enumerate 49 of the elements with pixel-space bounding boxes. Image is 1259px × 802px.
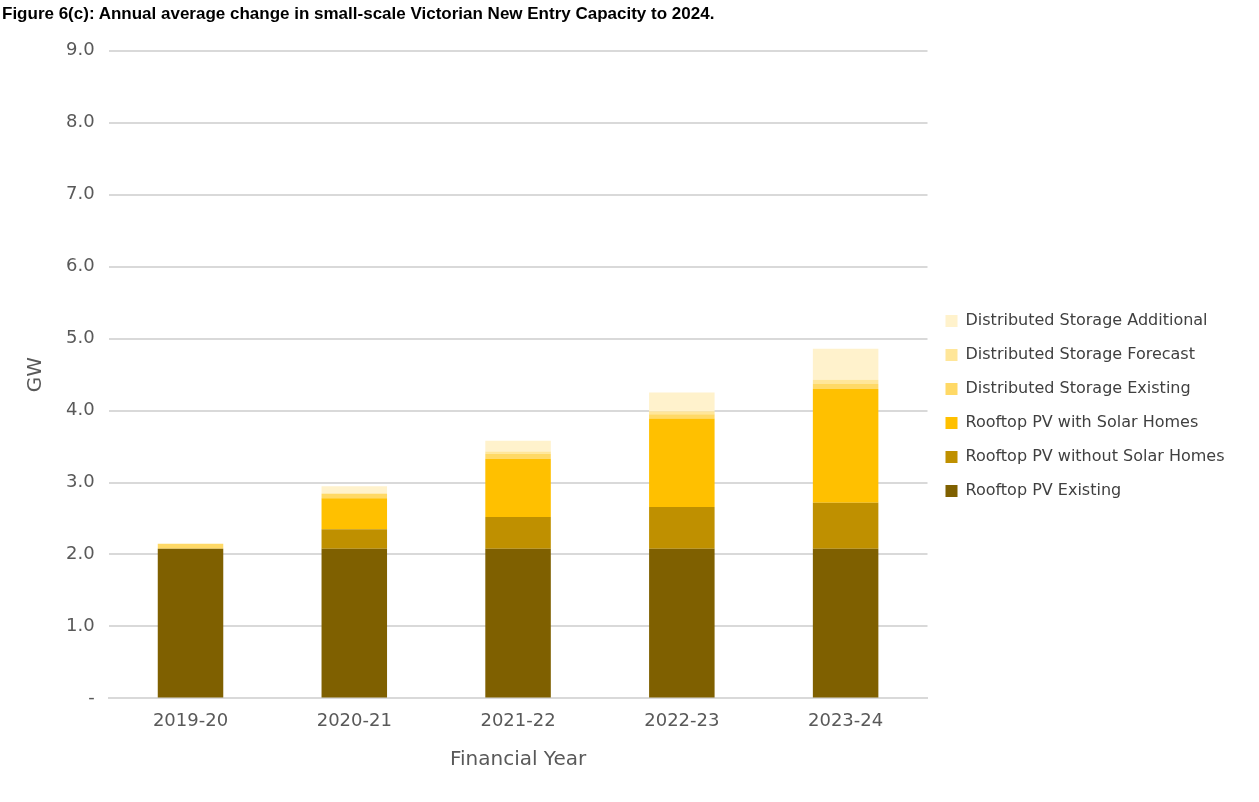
- bar: [812, 548, 879, 698]
- x-axis-title: Financial Year: [449, 746, 587, 771]
- y-tick-label: 4.0: [65, 398, 95, 420]
- bar: [649, 418, 715, 507]
- chart-title: Figure 6(c): Annual average change in small-scale Victorian New Entry Capacity to 2024.: [1, 3, 716, 25]
- bar: [485, 453, 551, 459]
- bar: [812, 383, 879, 389]
- y-tick-label: -: [88, 686, 95, 708]
- y-tick-label: 8.0: [65, 110, 95, 132]
- y-tick-label: 6.0: [65, 254, 95, 276]
- bar: [812, 388, 879, 503]
- bar: [321, 548, 388, 698]
- y-tick-label: 1.0: [65, 614, 95, 636]
- y-tick-label: 3.0: [65, 470, 95, 492]
- y-tick-label: 9.0: [65, 38, 95, 60]
- bar: [321, 529, 388, 549]
- bar: [649, 507, 715, 549]
- bar: [812, 502, 879, 549]
- x-tick-label: 2023-24: [808, 708, 884, 730]
- legend-label: Distributed Storage Forecast: [965, 344, 1195, 364]
- bar: [812, 348, 879, 380]
- bar: [485, 451, 551, 454]
- y-tick-label: 7.0: [65, 182, 95, 204]
- x-tick-label: 2020-21: [316, 708, 392, 730]
- legend-label: Rooftop PV Existing: [965, 480, 1122, 500]
- bar: [321, 498, 388, 530]
- bar: [485, 440, 551, 452]
- bar: [485, 517, 551, 549]
- x-tick-label: 2022-23: [644, 708, 720, 730]
- x-tick-label: 2019-20: [152, 708, 229, 730]
- legend-label: Rooftop PV with Solar Homes: [965, 412, 1199, 432]
- y-tick-label: 5.0: [65, 326, 95, 348]
- y-axis-title: GW: [22, 356, 47, 393]
- legend-label: Rooftop PV without Solar Homes: [965, 446, 1225, 466]
- y-tick-label: 2.0: [65, 542, 95, 564]
- bar: [649, 414, 715, 419]
- bar: [812, 379, 879, 384]
- bar: [321, 486, 388, 494]
- bar: [321, 494, 388, 499]
- bar: [157, 548, 224, 698]
- bar: [649, 411, 715, 415]
- bar: [485, 548, 551, 698]
- legend-label: Distributed Storage Existing: [965, 378, 1191, 398]
- bar: [649, 548, 715, 698]
- bar: [485, 458, 551, 518]
- legend-label: Distributed Storage Additional: [965, 310, 1208, 330]
- bar: [157, 543, 224, 549]
- bar: [649, 392, 715, 412]
- x-tick-label: 2021-22: [480, 708, 556, 730]
